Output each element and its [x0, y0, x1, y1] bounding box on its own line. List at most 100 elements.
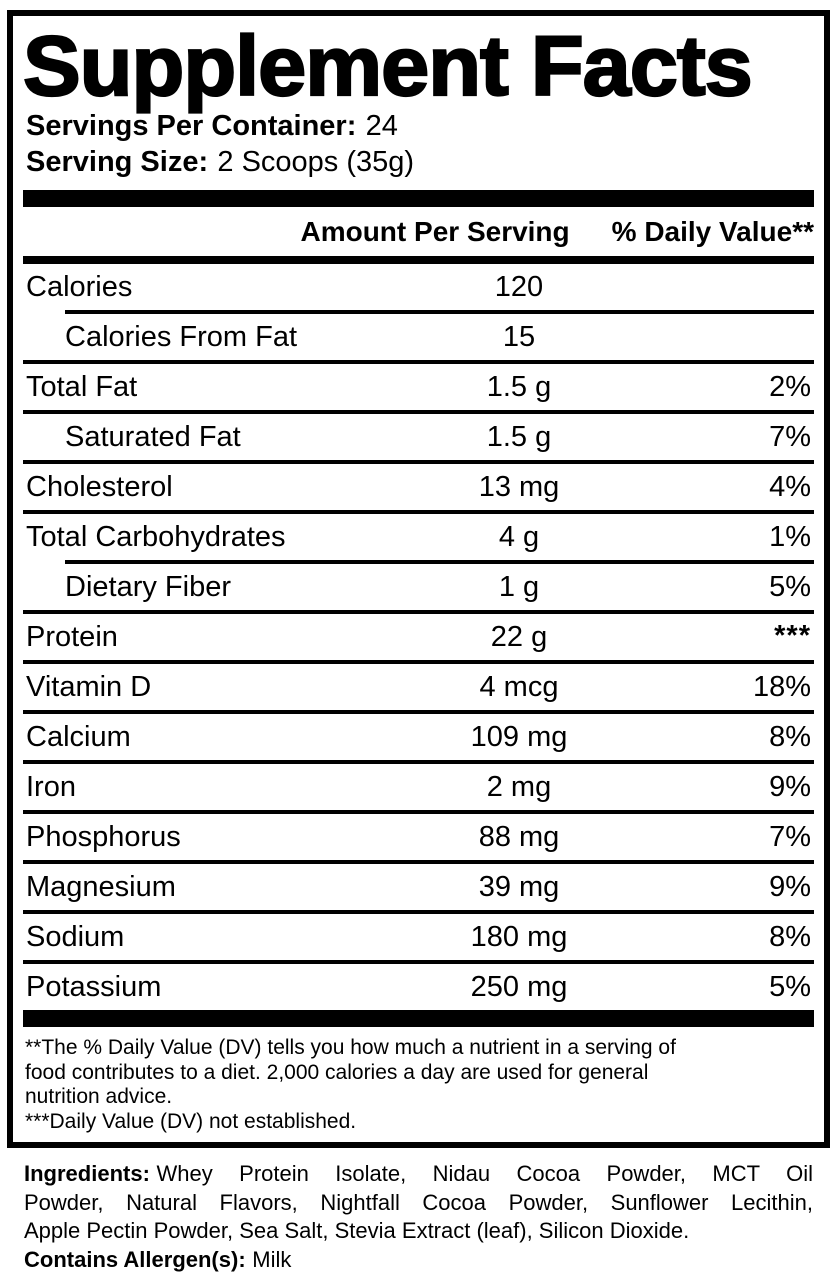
divider-bar-header — [23, 256, 814, 264]
nutrient-name: Saturated Fat — [65, 420, 241, 453]
table-row-calcium: Calcium 109 mg 8% — [23, 714, 814, 760]
nutrient-dv: 18% — [752, 670, 811, 703]
table-row-dietary-fiber: Dietary Fiber 1 g 5% — [23, 564, 814, 610]
nutrient-amount: 180 mg — [470, 920, 568, 953]
row-separator — [65, 560, 814, 564]
footnote-line: food contributes to a diet. 2,000 calori… — [25, 1060, 649, 1084]
row-separator — [23, 960, 814, 964]
footnote-line: nutrition advice. — [25, 1085, 173, 1108]
nutrient-dv: 9% — [769, 770, 811, 803]
ingredients-line: Apple Pectin Powder, Sea Salt, Stevia Ex… — [24, 1218, 690, 1243]
row-separator — [23, 460, 814, 464]
table-row-cholesterol: Cholesterol 13 mg 4% — [23, 464, 814, 510]
allergen-line: Contains Allergen(s): Milk — [24, 1246, 813, 1275]
nutrient-dv: 7% — [769, 820, 811, 853]
nutrient-name: Sodium — [26, 920, 125, 953]
nutrient-dv: 8% — [769, 720, 811, 753]
nutrient-amount: 13 mg — [478, 470, 560, 503]
nutrient-amount: 250 mg — [470, 970, 568, 1003]
row-separator — [65, 310, 814, 314]
row-separator — [23, 710, 814, 714]
servings-per-container-value: 24 — [365, 110, 398, 142]
row-separator — [23, 910, 814, 914]
row-separator — [23, 360, 814, 364]
amount-per-serving-header: Amount Per Serving — [300, 216, 570, 247]
ingredients-text: Whey Protein Isolate, Nidau Cocoa Powder… — [156, 1161, 814, 1186]
nutrient-name: Total Carbohydrates — [26, 520, 286, 553]
row-separator — [23, 860, 814, 864]
servings-per-container-line: Servings Per Container: 24 — [26, 108, 814, 144]
ingredients-line: Ingredients: Whey Protein Isolate, Nidau … — [24, 1160, 813, 1189]
nutrient-dv: 5% — [769, 570, 811, 603]
nutrient-dv: 9% — [769, 870, 811, 903]
nutrient-amount: 109 mg — [470, 720, 568, 753]
nutrient-amount: 22 g — [490, 620, 548, 653]
nutrient-dv: 1% — [769, 520, 811, 553]
footnote-line: **The % Daily Value (DV) tells you how m… — [25, 1036, 676, 1059]
ingredients-line: Powder, Natural Flavors, Nightfall Cocoa… — [24, 1189, 813, 1215]
table-row-magnesium: Magnesium 39 mg 9% — [23, 864, 814, 910]
nutrient-amount: 1 g — [498, 570, 540, 603]
nutrient-table: Calories 120 Calories From Fat 15 Total … — [23, 264, 814, 1010]
nutrient-dv: 4% — [769, 470, 811, 503]
nutrient-name: Phosphorus — [26, 820, 181, 853]
nutrient-name: Protein — [26, 620, 118, 653]
table-row-calories-from-fat: Calories From Fat 15 — [23, 314, 814, 360]
serving-size-line: Serving Size: 2 Scoops (35g) — [26, 144, 814, 180]
allergen-value: Milk — [252, 1246, 292, 1272]
row-separator — [23, 660, 814, 664]
table-row-calories: Calories 120 — [23, 264, 814, 310]
nutrient-name: Calcium — [26, 720, 131, 753]
nutrient-amount: 4 mcg — [479, 670, 559, 703]
nutrient-dv-not-established: *** — [774, 620, 811, 652]
divider-bar-top — [23, 190, 814, 207]
table-row-potassium: Potassium 250 mg 5% — [23, 964, 814, 1010]
nutrient-dv: 8% — [769, 920, 811, 953]
divider-bar-bottom — [23, 1010, 814, 1027]
nutrient-dv: 2% — [769, 370, 811, 403]
table-row-phosphorus: Phosphorus 88 mg 7% — [23, 814, 814, 860]
nutrient-amount: 120 — [494, 270, 544, 303]
row-separator — [23, 810, 814, 814]
nutrient-amount: 88 mg — [478, 820, 560, 853]
nutrient-name: Calories — [26, 270, 133, 303]
nutrient-amount: 4 g — [498, 520, 540, 553]
supplement-facts-panel: Supplement Facts Servings Per Container:… — [7, 10, 830, 1148]
servings-per-container-label: Servings Per Container: — [26, 110, 357, 142]
table-row-protein: Protein 22 g *** — [23, 614, 814, 660]
nutrient-amount: 1.5 g — [486, 420, 552, 453]
nutrient-amount: 15 — [502, 320, 536, 353]
table-row-iron: Iron 2 mg 9% — [23, 764, 814, 810]
nutrient-name: Total Fat — [26, 370, 138, 403]
nutrient-dv: 7% — [769, 420, 811, 453]
serving-size-label: Serving Size: — [26, 146, 209, 178]
nutrient-name: Cholesterol — [26, 470, 173, 503]
row-separator — [23, 760, 814, 764]
serving-size-value: 2 Scoops (35g) — [217, 146, 415, 178]
nutrient-amount: 1.5 g — [486, 370, 552, 403]
panel-title: Supplement Facts — [22, 19, 754, 113]
ingredients-section: Ingredients: Whey Protein Isolate, Nidau … — [24, 1160, 813, 1274]
ingredients-label: Ingredients: — [24, 1161, 150, 1186]
daily-value-header: % Daily Value** — [611, 216, 814, 247]
table-row-sodium: Sodium 180 mg 8% — [23, 914, 814, 960]
nutrient-name: Dietary Fiber — [65, 570, 231, 603]
allergen-label: Contains Allergen(s): — [24, 1246, 246, 1272]
row-separator — [23, 410, 814, 414]
row-separator — [23, 610, 814, 614]
daily-value-footnotes: **The % Daily Value (DV) tells you how m… — [23, 1036, 814, 1134]
nutrient-amount: 2 mg — [486, 770, 552, 803]
table-row-total-carbohydrates: Total Carbohydrates 4 g 1% — [23, 514, 814, 560]
nutrient-name: Iron — [26, 770, 76, 803]
footnote-line: ***Daily Value (DV) not established. — [25, 1109, 357, 1133]
nutrient-name: Calories From Fat — [65, 320, 298, 353]
nutrient-name: Potassium — [26, 970, 162, 1003]
nutrient-name: Vitamin D — [26, 670, 152, 703]
column-header-row: Amount Per Serving % Daily Value** — [23, 215, 814, 256]
table-row-saturated-fat: Saturated Fat 1.5 g 7% — [23, 414, 814, 460]
table-row-vitamin-d: Vitamin D 4 mcg 18% — [23, 664, 814, 710]
table-row-total-fat: Total Fat 1.5 g 2% — [23, 364, 814, 410]
nutrient-amount: 39 mg — [478, 870, 560, 903]
row-separator — [23, 510, 814, 514]
